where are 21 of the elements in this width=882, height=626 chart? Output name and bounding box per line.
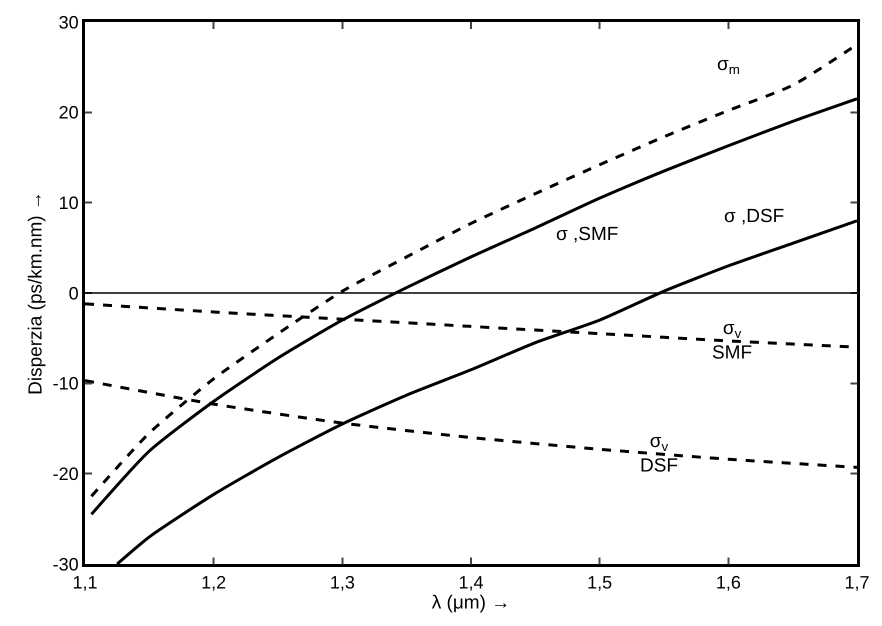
y-tick-label: 20 (58, 102, 79, 123)
series-label: σ$_{m}$ (717, 54, 740, 77)
y-tick-label: -30 (52, 554, 79, 574)
series-label: σ ,SMF (556, 224, 618, 245)
x-tick-label: 1,3 (330, 572, 355, 592)
y-tick-label: -20 (52, 464, 79, 484)
x-tick-label: 1,4 (458, 572, 484, 592)
x-tick-label: 1,5 (587, 572, 612, 592)
y-tick-label: 10 (58, 192, 79, 213)
x-tick-label: 1,1 (72, 572, 98, 592)
y-tick-label: -10 (52, 374, 79, 394)
series-label: σ ,DSF (724, 206, 784, 227)
y-tick-label: 30 (58, 12, 79, 32)
y-tick-label: 0 (68, 283, 79, 304)
x-tick-label: 1,7 (844, 572, 870, 592)
x-tick-label: 1,2 (201, 572, 226, 592)
y-axis-title: Disperzia (ps/km.nm) → (25, 191, 46, 395)
series-label: σ$_{v}$ SMF (712, 318, 752, 364)
series-label: σ$_{v}$ DSF (640, 431, 678, 477)
x-tick-label: 1,6 (716, 572, 741, 592)
x-axis-title: λ (μm) → (432, 592, 510, 614)
